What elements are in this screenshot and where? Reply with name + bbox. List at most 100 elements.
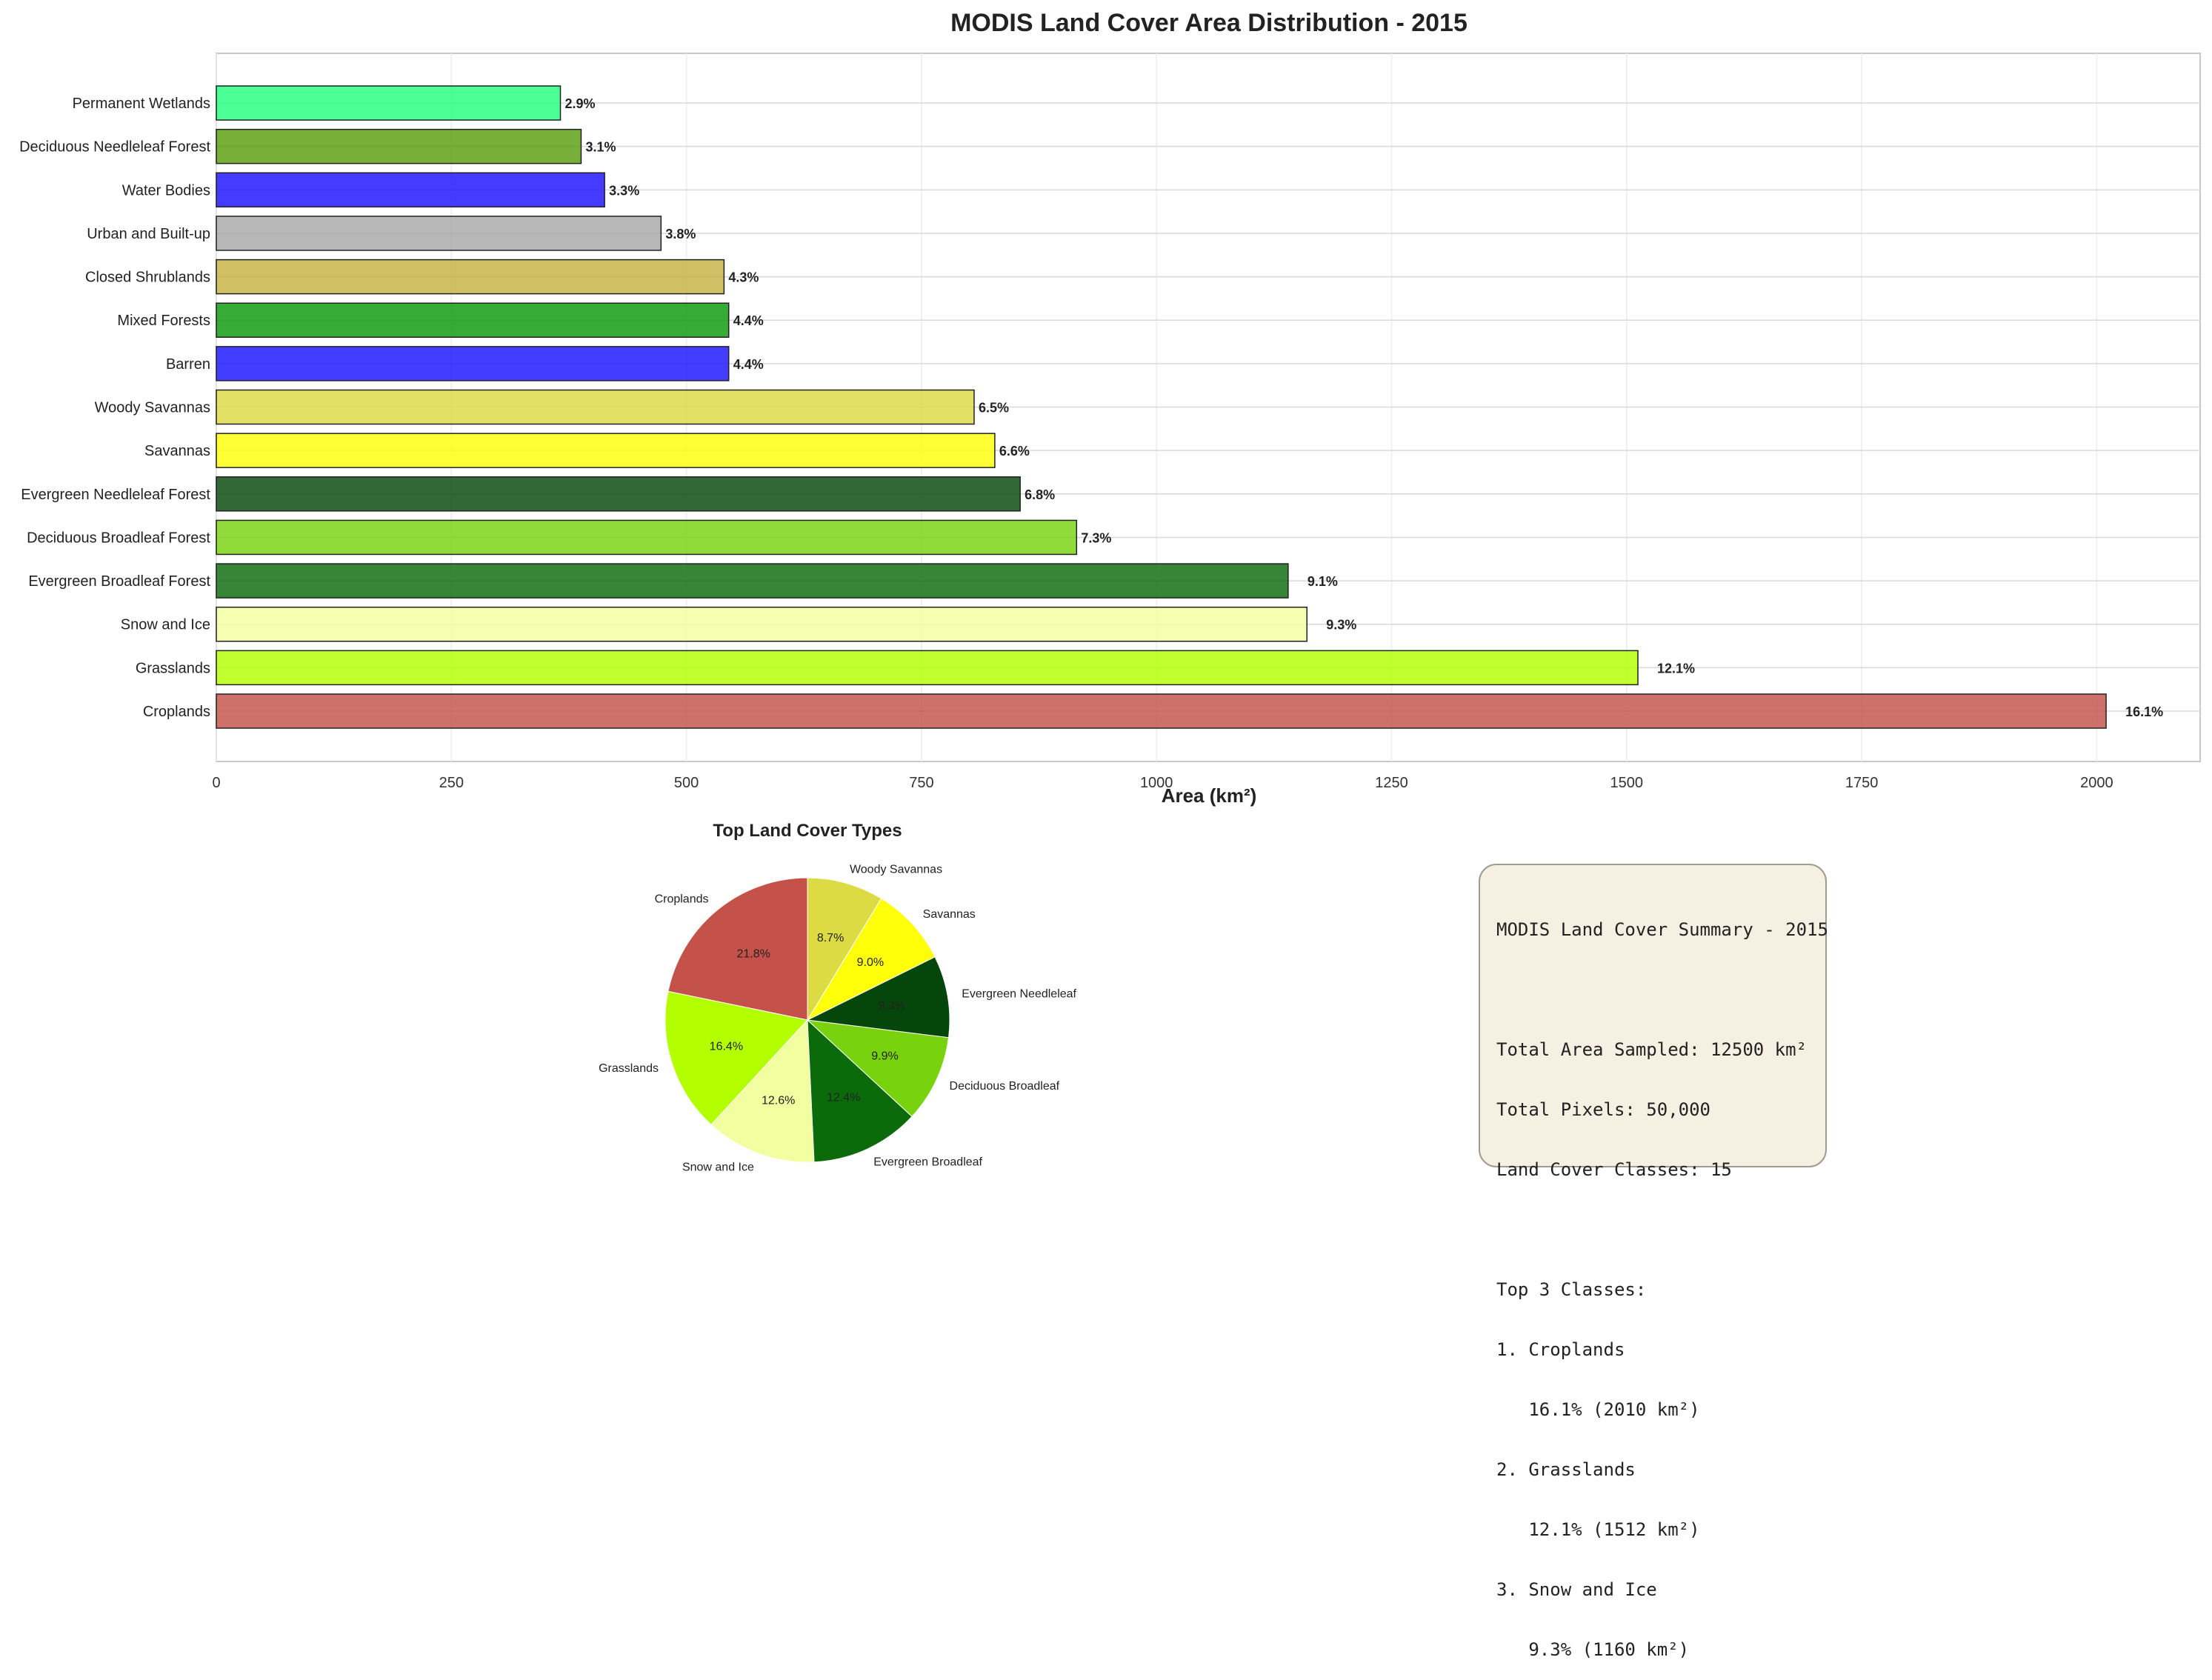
bar-chart: 16.1% 12.1% 9.3% 9.1% 7.3% 6.8% 6.6% 6.5% 4.4% 4.… (19, 53, 2201, 807)
bar-ytick-label: Savannas (144, 443, 210, 459)
bar-xtick-label: 1750 (1845, 775, 1879, 791)
pie-category-label: Savannas (923, 908, 976, 921)
bar-data-label: 7.3% (1081, 530, 1111, 545)
summary-line: Top 3 Classes: (1496, 1279, 1647, 1300)
pie-category-label: Snow and Ice (682, 1161, 754, 1174)
bar-data-label: 3.3% (609, 183, 639, 198)
pie-percent-label: 21.8% (737, 948, 770, 961)
bar (216, 216, 662, 251)
summary-box: MODIS Land Cover Summary - 2015 Total Ar… (1479, 864, 1828, 1660)
bar-ytick-label: Barren (166, 356, 210, 373)
bar-xtick-label: 2000 (2080, 775, 2113, 791)
bar-xtick-label: 1250 (1375, 775, 1408, 791)
bar-xlabel: Area (km²) (1162, 784, 1257, 807)
pie-title: Top Land Cover Types (713, 821, 902, 841)
pie-category-label: Grasslands (599, 1062, 659, 1075)
pie-category-label: Woody Savannas (850, 864, 942, 876)
bar-ytick-label: Closed Shrublands (85, 270, 210, 286)
pie-percent-label: 9.0% (857, 956, 884, 969)
bar (216, 433, 996, 468)
summary-line: 9.3% (1160 km²) (1496, 1639, 1690, 1660)
pie-slice (806, 1019, 950, 1117)
pie-category-label: Croplands (655, 893, 709, 905)
summary-line: 2. Grasslands (1496, 1459, 1636, 1480)
bar-xtick-label: 1000 (1140, 775, 1173, 791)
bar-ytick-label: Evergreen Needleleaf Forest (21, 487, 210, 503)
pie-slice (806, 898, 936, 1021)
bar (216, 606, 1308, 642)
figure: MODIS Land Cover Area Distribution - 201… (19, 9, 2201, 1174)
bar (216, 519, 1078, 556)
bar-ticks: 0 250 500 750 1000 1250 1500 1750 2000 Croplands G… (19, 96, 2113, 791)
pie-slice (664, 990, 808, 1125)
bar-xtick-label: 750 (909, 775, 933, 791)
pie-category-label: Deciduous Broadleaf (950, 1080, 1060, 1093)
pie-category-label: Evergreen Broadleaf (873, 1156, 982, 1168)
summary-line: MODIS Land Cover Summary - 2015 (1496, 919, 1828, 940)
bar-ytick-label: Croplands (143, 704, 210, 720)
pie-slice (667, 877, 808, 1021)
bar-data-label: 9.1% (1307, 574, 1338, 589)
bar-xtick-label: 500 (674, 775, 699, 791)
bar-ytick-label: Deciduous Broadleaf Forest (27, 530, 210, 546)
summary-line: 1. Croplands (1496, 1339, 1625, 1360)
bar-ytick-label: Woody Savannas (95, 400, 210, 416)
bar (216, 85, 562, 121)
bar-data-label: 2.9% (565, 96, 596, 111)
bar-ytick-label: Urban and Built-up (87, 226, 210, 242)
pie-slice (807, 877, 882, 1021)
bar-data-label: 4.4% (733, 313, 764, 328)
bar-ytick-label: Mixed Forests (117, 313, 210, 329)
pie-percent-label: 9.9% (871, 1050, 898, 1063)
summary-line: 3. Snow and Ice (1496, 1579, 1657, 1600)
bar-series: 16.1% 12.1% 9.3% 9.1% 7.3% 6.8% 6.6% 6.5% 4.4% 4.… (216, 85, 2163, 729)
bar-data-label: 12.1% (1657, 661, 1695, 676)
summary-line (1496, 980, 1809, 1000)
summary-line: Total Pixels: 50,000 (1496, 1099, 1710, 1120)
bar-data-label: 3.8% (665, 227, 696, 241)
summary-line (1496, 1220, 1809, 1240)
bar (216, 693, 2107, 729)
pie-slice (807, 1019, 913, 1163)
bar-data-label: 3.1% (585, 140, 616, 155)
bar-ytick-label: Evergreen Broadleaf Forest (28, 573, 210, 590)
pie-percent-label: 16.4% (710, 1040, 743, 1053)
pie-category-label: Evergreen Needleleaf (962, 988, 1076, 1001)
bar-data-label: 4.4% (733, 357, 764, 372)
pie-percent-label: 9.3% (878, 1000, 905, 1013)
pie-chart: Top Land Cover Types 21.8% Croplands 16.4%… (599, 821, 1076, 1174)
pie-labels: 21.8% Croplands 16.4% Grasslands 12.6% Snow a… (599, 864, 1076, 1174)
bar (216, 650, 1639, 686)
bar-xtick-label: 0 (212, 775, 220, 791)
bar-ytick-label: Snow and Ice (121, 617, 210, 633)
bar-ytick-label: Grasslands (136, 660, 210, 676)
bar-data-label: 9.3% (1326, 618, 1356, 633)
bar-ytick-label: Deciduous Needleleaf Forest (19, 139, 210, 156)
pie-slice (710, 1019, 815, 1163)
bar-xtick-label: 1500 (1610, 775, 1644, 791)
summary-line: Land Cover Classes: 15 (1496, 1159, 1732, 1180)
bar (216, 259, 725, 295)
bar (216, 346, 730, 381)
bar-data-label: 4.3% (728, 270, 759, 285)
pie-slices (664, 877, 950, 1163)
bar (216, 389, 975, 425)
summary-line: Total Area Sampled: 12500 km² (1496, 1039, 1808, 1060)
bar-ytick-label: Water Bodies (122, 182, 210, 199)
pie-percent-label: 8.7% (817, 932, 844, 944)
figure-title: MODIS Land Cover Area Distribution - 201… (950, 9, 1468, 37)
bar-data-label: 6.5% (979, 401, 1009, 416)
summary-line: 16.1% (2010 km²) (1496, 1399, 1700, 1420)
bar-data-label: 6.6% (999, 444, 1030, 459)
bar-data-label: 6.8% (1025, 487, 1055, 502)
bar (216, 563, 1289, 599)
bar-data-label: 16.1% (2125, 704, 2163, 719)
pie-percent-label: 12.4% (827, 1091, 860, 1104)
bar (216, 128, 582, 164)
pie-slice (806, 956, 950, 1039)
summary-line: 12.1% (1512 km²) (1496, 1519, 1700, 1540)
bar-ytick-label: Permanent Wetlands (73, 96, 210, 112)
bar (216, 302, 730, 338)
bar (216, 172, 605, 208)
bar (216, 476, 1021, 512)
